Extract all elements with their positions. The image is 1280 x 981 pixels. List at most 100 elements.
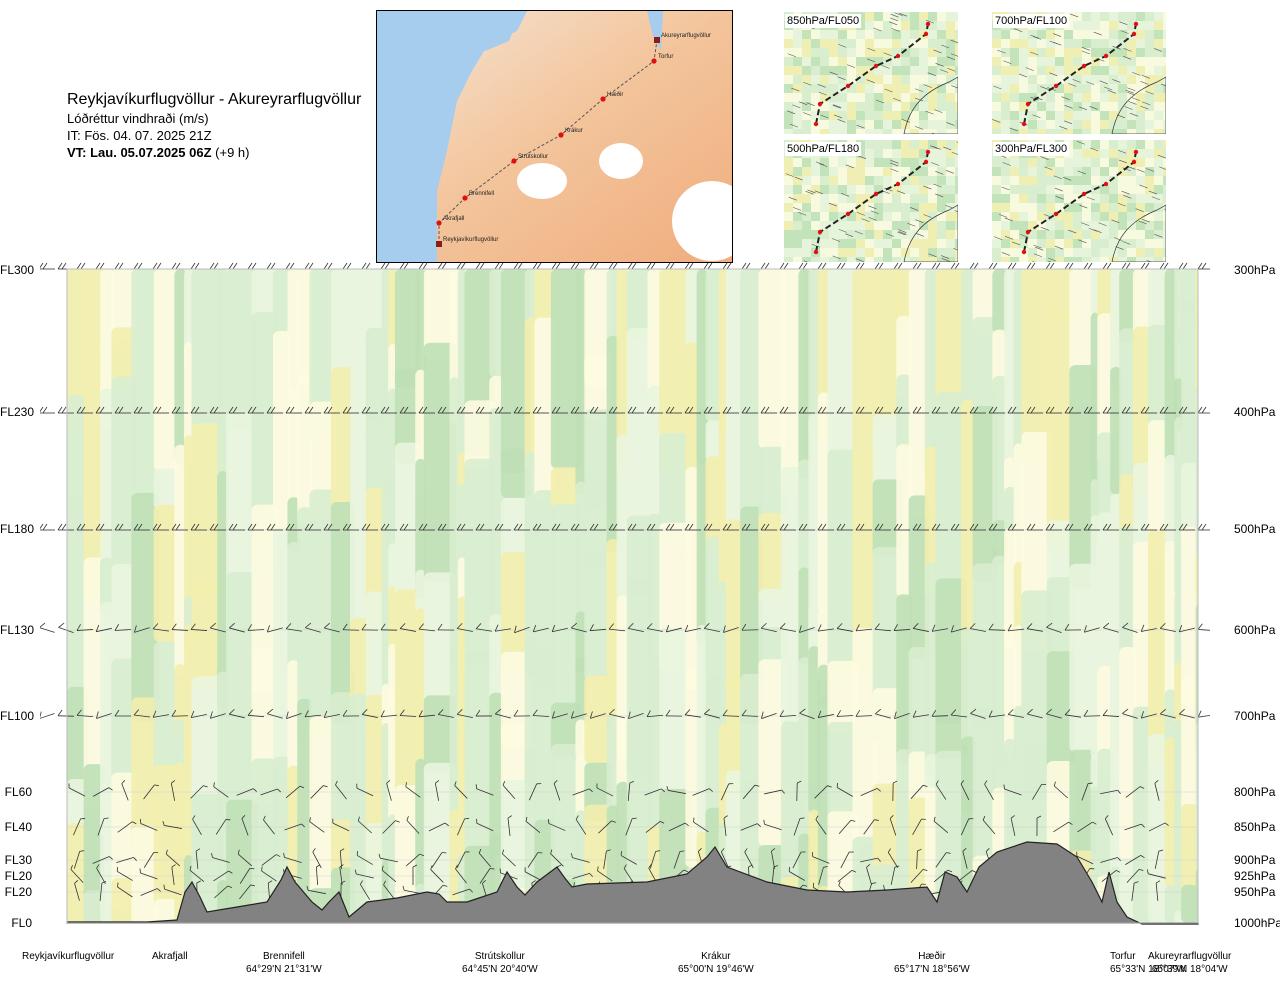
barb-shaft	[399, 715, 417, 717]
thumbnail-cell	[1100, 48, 1109, 57]
thumbnail-wind-barb	[1153, 48, 1163, 52]
barb-feather	[921, 883, 926, 885]
thumbnail-wind-barb	[1049, 72, 1058, 77]
barb-shaft	[514, 626, 530, 634]
velocity-cell	[309, 716, 337, 913]
thumbnail-cell	[1091, 21, 1100, 30]
thumbnail-cell	[946, 194, 955, 203]
thumbnail-cell	[1082, 39, 1091, 48]
airport-marker	[436, 241, 442, 247]
barb-shaft	[134, 714, 150, 718]
barb-feather	[403, 262, 409, 270]
velocity-cell	[1090, 269, 1099, 316]
barb-feather	[593, 262, 599, 270]
thumbnail-cell	[937, 39, 946, 48]
wind-barb	[608, 708, 625, 719]
thumbnail-cell	[946, 84, 955, 93]
wind-barb	[798, 262, 815, 270]
velocity-cell	[1181, 677, 1198, 828]
wind-barb	[209, 622, 226, 633]
wind-barb	[575, 815, 587, 835]
velocity-cell	[1110, 493, 1122, 712]
barb-feather	[312, 848, 316, 853]
thumbnail-cell	[946, 75, 955, 84]
barb-feather	[1087, 523, 1093, 531]
barb-feather	[342, 406, 348, 414]
thumbnail-cell	[883, 212, 892, 221]
wind-barb	[988, 523, 1005, 531]
barb-shaft	[970, 628, 986, 632]
thumbnail-cell	[865, 30, 874, 39]
thumbnail-cell	[1037, 93, 1046, 102]
barb-feather	[1140, 855, 1145, 859]
wind-barb	[1159, 406, 1176, 414]
velocity-cell	[1181, 526, 1198, 707]
thumbnail-cell	[1100, 167, 1109, 176]
thumbnail-cell	[1046, 120, 1055, 129]
barb-shaft	[792, 851, 802, 869]
thumbnail-cell	[946, 12, 955, 21]
wind-barb	[116, 857, 137, 863]
wind-barb	[874, 623, 892, 632]
velocity-cell	[524, 269, 537, 330]
thumbnail-cell	[1019, 203, 1028, 212]
barb-feather	[821, 262, 827, 270]
thumbnail-cell	[847, 129, 856, 134]
wind-barb	[1102, 523, 1119, 531]
barb-feather	[811, 852, 814, 857]
thumbnail-wind-barb	[1048, 257, 1057, 262]
thumbnail-cell	[1091, 239, 1100, 248]
thumbnail-cell	[1118, 230, 1127, 239]
wind-barb	[627, 781, 635, 802]
barb-feather	[422, 262, 428, 270]
wind-barb	[1104, 815, 1114, 836]
barb-shaft	[970, 713, 986, 719]
velocity-cell	[1174, 378, 1183, 431]
thumbnail-wind-barb	[1076, 140, 1085, 145]
barb-shaft	[1179, 627, 1195, 633]
thumbnail-cell	[992, 120, 1001, 129]
thumbnail-cell	[955, 257, 958, 262]
barb-feather	[1064, 523, 1070, 531]
wind-barb	[1064, 523, 1081, 531]
wind-barb	[1102, 709, 1120, 717]
hpa-label: 300hPa	[1234, 263, 1276, 277]
barb-feather	[241, 815, 246, 819]
barb-feather	[194, 406, 200, 414]
barb-feather	[475, 406, 481, 414]
barb-shaft	[359, 884, 371, 900]
barb-feather	[80, 406, 86, 414]
thumbnail-cell	[1073, 30, 1082, 39]
thumbnail-cell	[1037, 66, 1046, 75]
thumbnail-wind-barb	[928, 253, 937, 258]
thumbnail-wind-barb	[833, 114, 843, 119]
wind-barb	[1159, 708, 1176, 719]
wind-barb	[1125, 786, 1145, 798]
wind-barb	[1100, 789, 1121, 795]
thumbnail-850-map	[784, 12, 958, 134]
wind-barb	[693, 817, 709, 833]
thumbnail-cell	[874, 149, 883, 158]
barb-feather	[916, 406, 922, 414]
wind-barb	[143, 784, 159, 800]
barb-shaft	[935, 852, 947, 868]
thumbnail-cell	[820, 176, 829, 185]
velocity-cell	[349, 803, 370, 923]
wind-barb	[837, 869, 857, 882]
fl-label: FL130	[0, 623, 35, 637]
wind-barb	[627, 406, 644, 414]
thumbnail-cell	[847, 66, 856, 75]
barb-shaft	[261, 854, 277, 866]
velocity-cell	[388, 388, 397, 546]
thumbnail-cell	[928, 230, 937, 239]
thumbnail-cell	[1055, 120, 1064, 129]
thumbnail-wind-barb	[1048, 260, 1052, 262]
wind-barb	[152, 523, 169, 531]
thumbnail-cell	[910, 167, 919, 176]
barb-feather	[514, 625, 517, 633]
wind-barb	[114, 709, 132, 717]
thumbnail-cell	[883, 111, 892, 120]
barb-feather	[342, 262, 348, 270]
thumbnail-cell	[1118, 212, 1127, 221]
thumbnail-waypoint	[1053, 83, 1059, 89]
